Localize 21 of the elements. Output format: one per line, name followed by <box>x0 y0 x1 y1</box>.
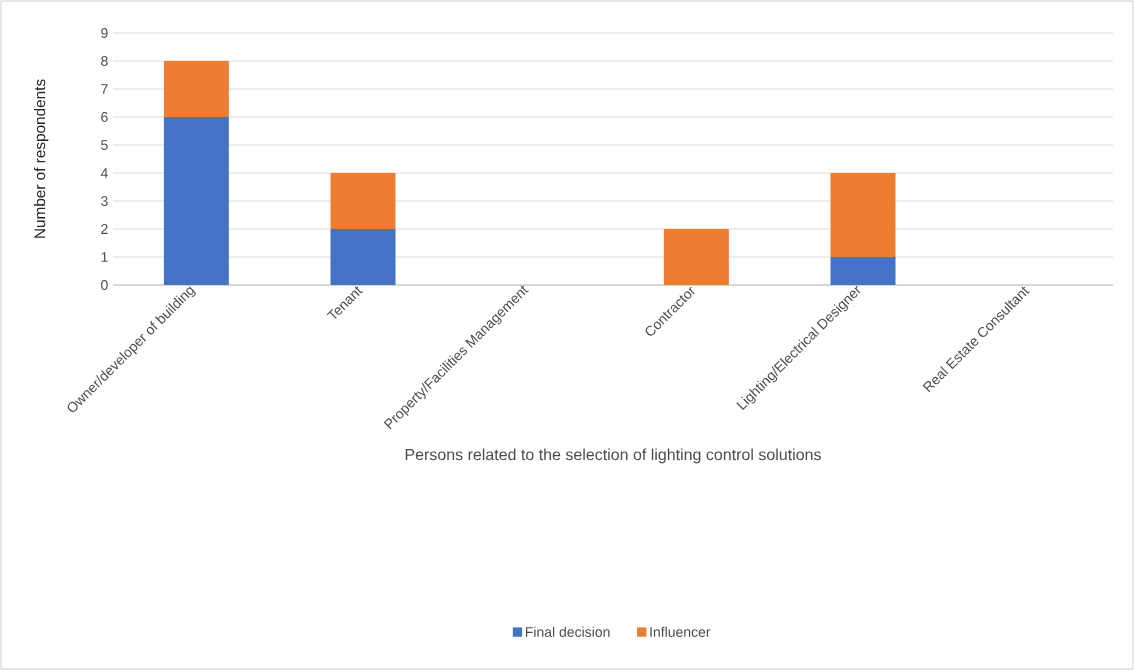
bar <box>163 117 229 285</box>
y-axis-title: Number of respondents <box>34 79 49 238</box>
y-tick-label: 6 <box>101 112 108 122</box>
y-tick-label: 5 <box>101 140 108 150</box>
y-tick-label: 3 <box>101 196 108 206</box>
bar <box>330 173 396 229</box>
bar <box>830 256 896 285</box>
y-tick-label: 1 <box>101 252 108 262</box>
y-tick-label: 4 <box>100 168 108 178</box>
y-tick-label: 7 <box>101 84 108 94</box>
y-tick-label: 2 <box>101 224 108 234</box>
y-tick-label: 8 <box>101 56 108 66</box>
bar <box>330 228 396 285</box>
bar <box>830 173 896 257</box>
y-tick-label: 9 <box>101 28 108 38</box>
bar <box>663 228 729 285</box>
bar <box>163 61 229 117</box>
legend-label: Influencer <box>650 626 711 637</box>
y-tick-label: 0 <box>101 280 108 290</box>
x-axis-title: Persons related to the selection of lighting control solutions <box>405 448 821 464</box>
legend-label: Final decision <box>525 626 610 637</box>
